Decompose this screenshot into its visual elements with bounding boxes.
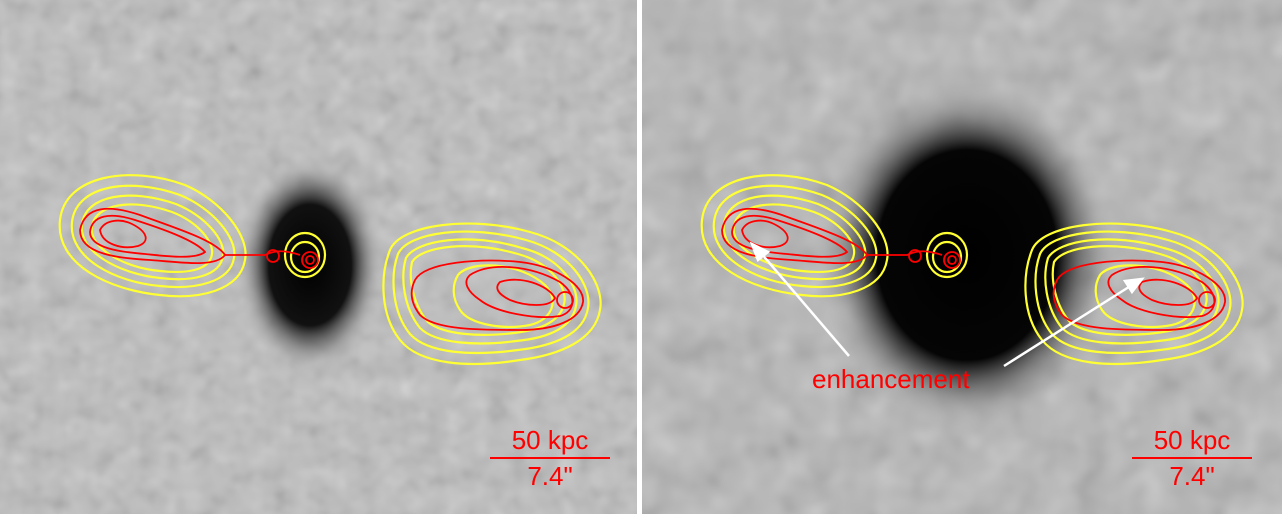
arrow-left-shaft	[759, 251, 850, 357]
scale-line	[490, 457, 610, 459]
scale-distance-label: 50 kpc	[1153, 425, 1231, 455]
enhancement-label: enhancement	[812, 364, 970, 394]
right-image-panel: enhancement 50 kpc 7.4"	[642, 0, 1282, 514]
central-source	[235, 155, 385, 375]
left-image-panel: 50 kpc 7.4"	[0, 0, 637, 514]
red-contours-right	[410, 259, 584, 331]
left-xray-map	[0, 0, 637, 514]
scale-angular-label: 7.4"	[527, 461, 573, 491]
scale-bar: 50 kpc 7.4"	[1132, 425, 1252, 491]
arrow-right-head	[1122, 277, 1145, 295]
panel-divider	[637, 0, 642, 514]
red-contours-left	[79, 207, 319, 269]
arrow-right-shaft	[1003, 283, 1133, 368]
right-xray-map	[642, 0, 1282, 514]
arrows	[749, 241, 1145, 368]
scale-line	[1132, 457, 1252, 459]
scale-distance-label: 50 kpc	[511, 425, 589, 455]
scale-bar: 50 kpc 7.4"	[490, 425, 610, 491]
arrow-left-head	[749, 241, 771, 263]
scale-angular-label: 7.4"	[1169, 461, 1215, 491]
